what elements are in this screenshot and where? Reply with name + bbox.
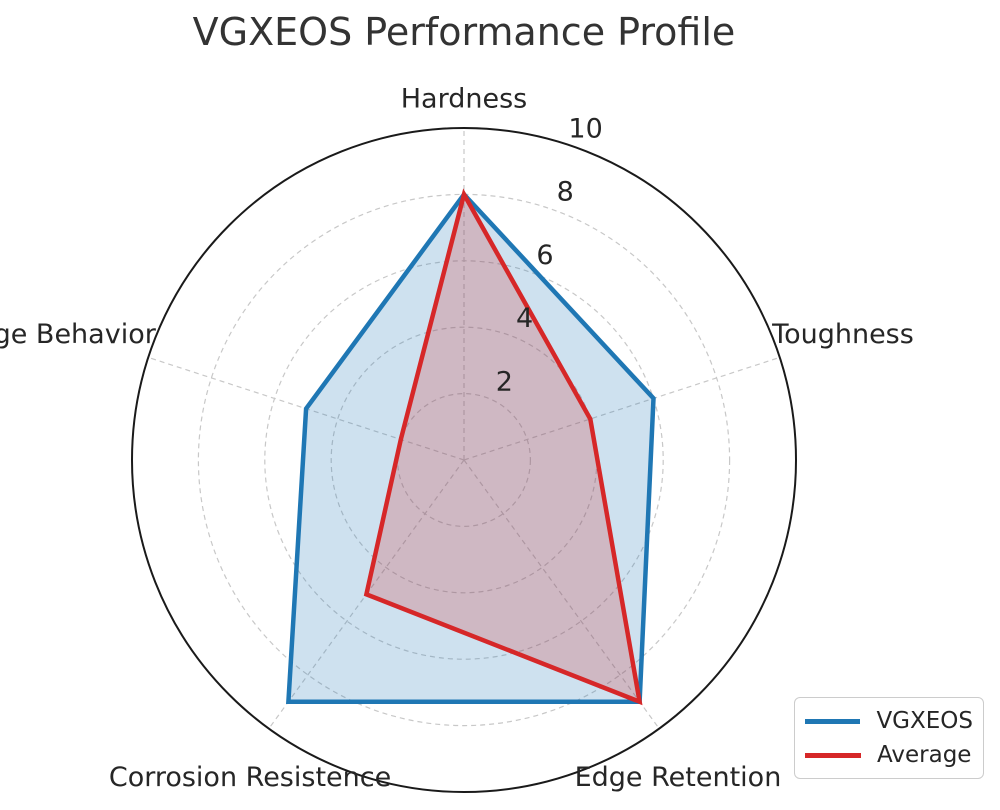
series-average-polygon — [363, 188, 643, 706]
axis-label-toughness: Toughness — [771, 319, 914, 350]
axis-label-edge-behavior: Edge Behavior — [0, 319, 157, 350]
axis-label-hardness: Hardness — [401, 84, 527, 115]
legend-label-vgxeos: VGXEOS — [876, 708, 973, 734]
legend-item-average: Average — [805, 738, 973, 772]
legend-swatch-average — [805, 752, 861, 758]
spoke-1 — [463, 356, 780, 461]
r-tick-label-10: 10 — [568, 113, 602, 144]
series-vgxeos-polygon — [286, 190, 656, 704]
r-tick-label-4: 4 — [516, 303, 533, 334]
axis-label-edge-retention: Edge Retention — [575, 762, 782, 793]
outer-frame — [131, 127, 797, 793]
legend: VGXEOS Average — [794, 697, 984, 779]
legend-label-average: Average — [877, 742, 972, 768]
legend-swatch-vgxeos — [805, 718, 861, 724]
r-tick-label-2: 2 — [496, 366, 513, 397]
chart-title: VGXEOS Performance Profile — [192, 10, 736, 54]
legend-item-vgxeos: VGXEOS — [805, 704, 973, 738]
spoke-2 — [463, 459, 660, 729]
r-tick-label-6: 6 — [536, 240, 553, 271]
axis-label-corrosion-resistence: Corrosion Resistence — [109, 762, 391, 793]
r-tick-label-8: 8 — [557, 177, 574, 208]
